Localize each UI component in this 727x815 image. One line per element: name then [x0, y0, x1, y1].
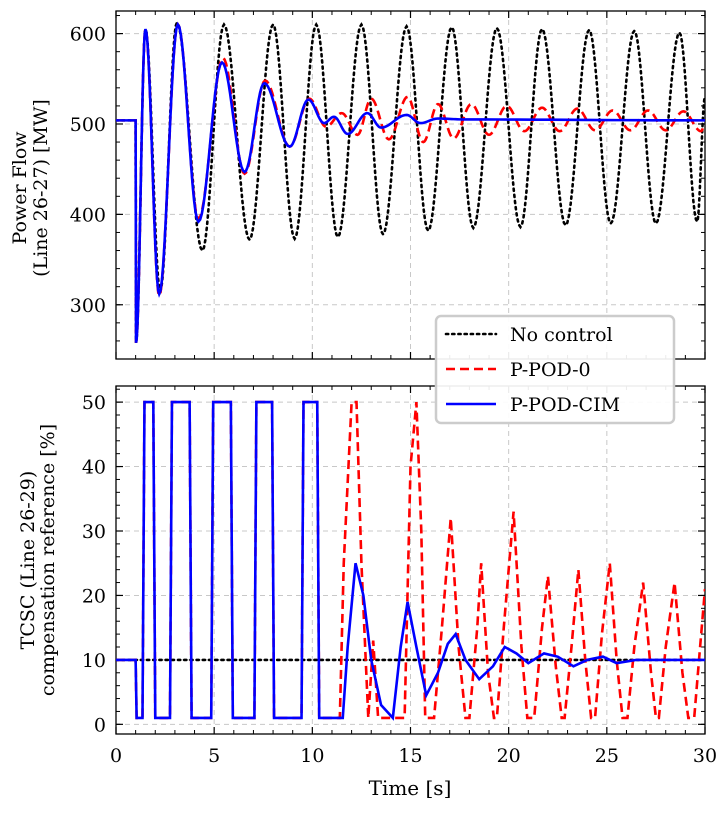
tcsc-ylabel-line2: compensation reference [%]	[37, 424, 59, 696]
power-flow-ylabel-line2: (Line 26-27) [MW]	[30, 99, 52, 277]
legend-label-p-pod-0: P-POD-0	[510, 359, 591, 381]
power-flow-ytick-label: 600	[70, 24, 106, 46]
tcsc-series-p-pod-cim	[116, 400, 705, 721]
power-flow-ylabel-line1: Power Flow	[9, 131, 31, 245]
time-tick-label: 20	[497, 745, 521, 767]
tcsc-ytick-label: 50	[82, 392, 106, 414]
tcsc-series	[116, 400, 705, 721]
tcsc-grid	[116, 386, 705, 734]
legend-label-no-control: No control	[510, 324, 613, 346]
power-flow-series-p-pod-cim	[116, 21, 705, 343]
legend-label-p-pod-cim: P-POD-CIM	[510, 394, 620, 416]
tcsc-ytick-label: 40	[82, 457, 106, 479]
time-tick-label: 10	[300, 745, 324, 767]
tcsc-ytick-label: 30	[82, 521, 106, 543]
time-xlabel: Time [s]	[369, 776, 452, 800]
tcsc-ytick-label: 0	[94, 714, 106, 736]
tcsc-ticks: 0 5 10 15 20 25 30 0 10 20 30 40 50	[82, 386, 717, 767]
tcsc-panel: 0 5 10 15 20 25 30 0 10 20 30 40 50 TCSC (Line 26-29…	[17, 385, 717, 800]
power-flow-panel: 300 400 500 600 Power Flow (Line 26-27) [MW…	[9, 10, 706, 360]
time-tick-label: 5	[208, 745, 220, 767]
tcsc-ytick-label: 20	[82, 585, 106, 607]
time-tick-label: 30	[693, 745, 717, 767]
time-tick-label: 25	[595, 745, 619, 767]
legend: No control P-POD-0 P-POD-CIM	[434, 314, 676, 425]
tcsc-ylabel-line1: TCSC (Line 26-29)	[17, 471, 39, 650]
power-flow-ytick-label: 300	[70, 295, 106, 317]
power-flow-series	[116, 19, 705, 343]
time-tick-label: 0	[110, 745, 122, 767]
time-tick-label: 15	[398, 745, 422, 767]
tcsc-ytick-label: 10	[82, 650, 106, 672]
legend-box	[434, 314, 676, 425]
power-flow-series-no-control	[116, 19, 705, 343]
power-flow-ytick-label: 400	[70, 204, 106, 226]
power-flow-ytick-label: 500	[70, 114, 106, 136]
power-flow-ticks: 300 400 500 600	[70, 11, 706, 360]
